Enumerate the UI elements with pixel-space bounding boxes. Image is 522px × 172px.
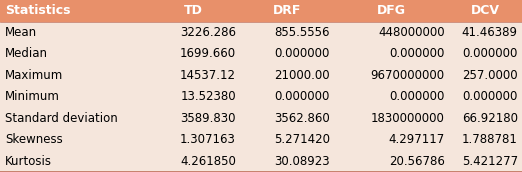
Text: 66.92180: 66.92180 [462, 112, 518, 125]
Text: Statistics: Statistics [5, 4, 70, 17]
Text: 3562.860: 3562.860 [274, 112, 330, 125]
Text: Kurtosis: Kurtosis [5, 155, 52, 168]
Text: 448000000: 448000000 [378, 26, 445, 39]
Text: 5.271420: 5.271420 [274, 133, 330, 146]
Text: 21000.00: 21000.00 [274, 69, 330, 82]
Text: 855.5556: 855.5556 [275, 26, 330, 39]
Bar [0, 86, 522, 108]
Text: Minimum: Minimum [5, 90, 60, 103]
Text: 4.297117: 4.297117 [388, 133, 445, 146]
Text: 1.307163: 1.307163 [180, 133, 236, 146]
Bar [0, 129, 522, 150]
Bar [0, 150, 522, 172]
Text: Skewness: Skewness [5, 133, 63, 146]
Text: 13.52380: 13.52380 [180, 90, 236, 103]
Text: DCV: DCV [471, 4, 500, 17]
Text: 0.000000: 0.000000 [389, 90, 445, 103]
Text: 3226.286: 3226.286 [180, 26, 236, 39]
Text: 0.000000: 0.000000 [275, 47, 330, 60]
Text: 30.08923: 30.08923 [274, 155, 330, 168]
Bar [0, 43, 522, 64]
Text: Maximum: Maximum [5, 69, 64, 82]
Text: 4.261850: 4.261850 [180, 155, 236, 168]
Text: 0.000000: 0.000000 [462, 47, 518, 60]
Text: 1699.660: 1699.660 [180, 47, 236, 60]
Text: 14537.12: 14537.12 [180, 69, 236, 82]
Text: 3589.830: 3589.830 [181, 112, 236, 125]
Text: 0.000000: 0.000000 [462, 90, 518, 103]
Text: 0.000000: 0.000000 [275, 90, 330, 103]
Text: Standard deviation: Standard deviation [5, 112, 118, 125]
Text: Median: Median [5, 47, 48, 60]
Bar [0, 0, 522, 22]
Text: 1830000000: 1830000000 [371, 112, 445, 125]
Bar [0, 64, 522, 86]
Text: DRF: DRF [273, 4, 301, 17]
Bar [0, 22, 522, 43]
Text: DFG: DFG [377, 4, 406, 17]
Text: 5.421277: 5.421277 [461, 155, 518, 168]
Text: Mean: Mean [5, 26, 38, 39]
Text: 20.56786: 20.56786 [389, 155, 445, 168]
Text: 0.000000: 0.000000 [389, 47, 445, 60]
Bar [0, 108, 522, 129]
Text: 41.46389: 41.46389 [462, 26, 518, 39]
Text: TD: TD [184, 4, 203, 17]
Text: 9670000000: 9670000000 [371, 69, 445, 82]
Text: 1.788781: 1.788781 [462, 133, 518, 146]
Text: 257.0000: 257.0000 [462, 69, 518, 82]
